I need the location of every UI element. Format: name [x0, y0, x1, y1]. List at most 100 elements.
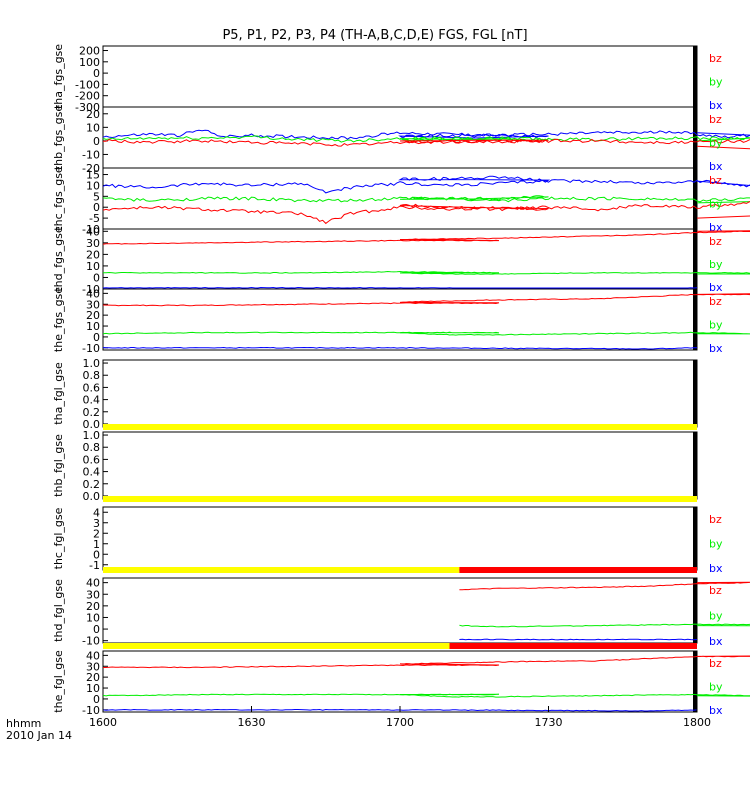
- y-tick-label: -100: [75, 78, 100, 91]
- y-tick-label: -300: [75, 101, 100, 114]
- y-tick-label: 30: [86, 298, 100, 311]
- y-tick-label: 0.8: [83, 369, 101, 382]
- y-tick-label: 0.2: [83, 478, 101, 491]
- y-tick-label: 0: [93, 67, 100, 80]
- series-line-bz: [102, 230, 750, 245]
- series-line-bz: [102, 138, 750, 150]
- y-axis-label: thc_fgs_gse: [52, 166, 65, 231]
- y-axis-label: thc_fgl_gse: [52, 507, 65, 569]
- x-tick-label: 1630: [238, 716, 266, 729]
- y-tick-label: 5: [93, 190, 100, 203]
- x-tick-label: 1600: [89, 716, 117, 729]
- x-tick-label: 1730: [535, 716, 563, 729]
- panel-right-tickband: [693, 289, 697, 350]
- panel-frame: [102, 45, 698, 108]
- series-line-bx: [102, 175, 750, 194]
- y-tick-label: 10: [86, 121, 100, 134]
- series-line-by: [102, 693, 750, 698]
- y-tick-label: 0: [93, 271, 100, 284]
- y-axis-label: thb_fgl_gse: [52, 434, 65, 497]
- y-tick-label: 0: [93, 693, 100, 706]
- y-tick-label: 20: [86, 671, 100, 684]
- x-tick-label: 1800: [683, 716, 711, 729]
- panel-right-tickband: [693, 168, 697, 229]
- legend-bz: bz: [709, 513, 722, 526]
- series-line-bz: [103, 655, 750, 669]
- series-line-bz: [459, 581, 750, 591]
- legend-by: by: [709, 610, 723, 623]
- y-tick-label: 40: [86, 225, 100, 238]
- series-line-by: [459, 623, 750, 628]
- status-bar-yellow: [103, 496, 697, 502]
- legend-bz: bz: [709, 295, 722, 308]
- y-tick-label: 30: [86, 660, 100, 673]
- y-tick-label: 100: [79, 56, 100, 69]
- legend-by: by: [709, 76, 723, 89]
- panel-right-tickband: [693, 651, 697, 712]
- series-line-bx: [459, 638, 698, 641]
- legend-bz: bz: [709, 235, 722, 248]
- y-tick-label: -10: [82, 342, 100, 355]
- y-axis-label: thd_fgl_gse: [52, 579, 65, 642]
- series-line-bx: [102, 346, 698, 350]
- panel-right-tickband: [693, 46, 697, 107]
- y-tick-label: 0: [93, 548, 100, 561]
- status-bar-yellow: [103, 567, 460, 573]
- y-tick-label: 0.0: [83, 490, 101, 503]
- y-tick-label: 0.4: [83, 394, 101, 407]
- y-tick-label: 0: [93, 331, 100, 344]
- y-tick-label: 10: [86, 260, 100, 273]
- y-tick-label: 10: [86, 320, 100, 333]
- panel-frame: [102, 106, 698, 169]
- y-tick-label: 20: [86, 248, 100, 261]
- y-axis-label: the_fgs_gse: [52, 287, 65, 352]
- legend-bz: bz: [709, 174, 722, 187]
- y-tick-label: -10: [82, 283, 100, 296]
- y-tick-label: 40: [86, 577, 100, 590]
- series-line-bx: [102, 129, 750, 140]
- y-tick-label: 2: [93, 527, 100, 540]
- series-line-by: [102, 195, 750, 204]
- legend-bx: bx: [709, 342, 723, 355]
- y-tick-label: 40: [86, 649, 100, 662]
- legend-bx: bx: [709, 704, 723, 717]
- y-tick-label: 30: [86, 237, 100, 250]
- y-axis-label: thb_fgs_gse: [52, 105, 65, 171]
- y-tick-label: 0.6: [83, 453, 101, 466]
- legend-bx: bx: [709, 635, 723, 648]
- y-tick-label: -200: [75, 90, 100, 103]
- legend-by: by: [709, 681, 723, 694]
- legend-bz: bz: [709, 113, 722, 126]
- legend-bz: bz: [709, 584, 722, 597]
- y-tick-label: 0.0: [83, 418, 101, 431]
- status-bar-yellow: [103, 643, 450, 649]
- y-tick-label: 1.0: [83, 357, 101, 370]
- y-tick-label: 10: [86, 179, 100, 192]
- y-tick-label: -10: [82, 223, 100, 236]
- legend-bx: bx: [709, 562, 723, 575]
- y-tick-label: 20: [86, 600, 100, 613]
- panel-right-tickband: [693, 432, 697, 499]
- legend-bx: bx: [709, 160, 723, 173]
- y-tick-label: 40: [86, 287, 100, 300]
- y-tick-label: 20: [86, 108, 100, 121]
- y-tick-label: 0.8: [83, 441, 101, 454]
- legend-by: by: [709, 319, 723, 332]
- legend-bz: bz: [709, 52, 722, 65]
- y-tick-label: -5: [89, 212, 100, 225]
- y-tick-label: -1: [89, 559, 100, 572]
- y-axis-label: thd_fgs_gse: [52, 226, 65, 292]
- legend-bx: bx: [709, 281, 723, 294]
- y-tick-label: 0: [93, 623, 100, 636]
- panel-frame: [102, 577, 698, 644]
- series-line-bx: [102, 286, 698, 289]
- y-tick-label: 200: [79, 45, 100, 58]
- panel-frame: [102, 359, 698, 428]
- legend-by: by: [709, 538, 723, 551]
- y-tick-label: -20: [82, 162, 100, 175]
- y-tick-label: 3: [93, 517, 100, 530]
- status-bar-red: [449, 643, 697, 649]
- y-axis-label: tha_fgl_gse: [52, 362, 65, 425]
- panel-frame: [102, 228, 698, 290]
- y-tick-label: 0.4: [83, 466, 101, 479]
